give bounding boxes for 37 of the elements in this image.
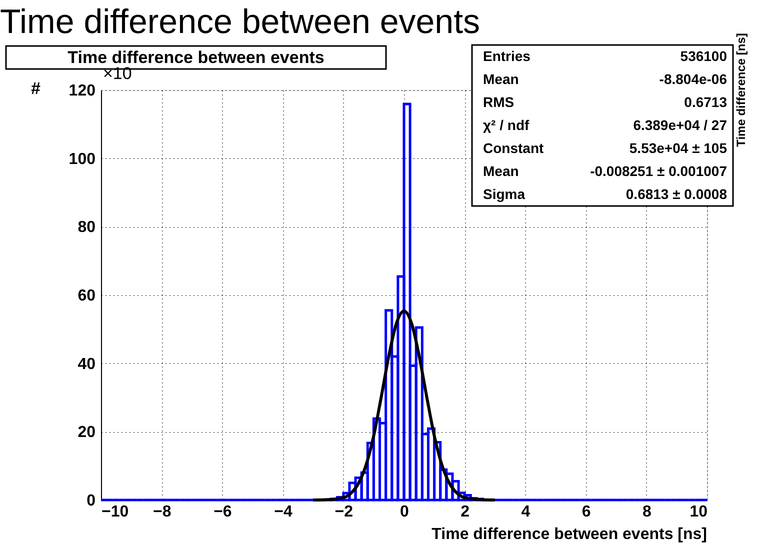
annotation: Sigma: [483, 186, 526, 202]
y-tick-label: 20: [78, 424, 96, 442]
x-tick-label: −8: [152, 504, 172, 520]
chart-subtitle: Time difference between events: [68, 48, 324, 67]
x-axis-title: Time difference between events [ns]: [432, 526, 707, 543]
y-tick-label: 0: [86, 492, 96, 510]
y-axis-title: #: [31, 79, 41, 98]
x-tick-label: 8: [642, 504, 652, 520]
annotation: -0.008251 ± 0.001007: [590, 163, 728, 179]
annotation: 0.6813 ± 0.0008: [626, 186, 728, 202]
annotation: 6.389e+04 / 27: [633, 117, 728, 133]
x-tick-label: −6: [214, 504, 232, 520]
annotation: Constant: [483, 140, 544, 156]
x-tick-label: 2: [460, 504, 470, 520]
text: -8.804e-06: [659, 71, 728, 87]
annotation: RMS: [483, 94, 514, 110]
x-tick-label: −4: [274, 504, 293, 520]
y-tick-label: 120: [68, 82, 96, 100]
y-tick-label: 80: [78, 219, 96, 236]
annotation: 0.6713: [684, 94, 728, 110]
x-tick-label: 0: [400, 504, 410, 520]
x-tick-label: −2: [334, 504, 354, 520]
text: Entries: [483, 48, 531, 64]
text: 536100: [680, 48, 728, 64]
annotation: χ² / ndf: [483, 117, 530, 133]
y-tick-label: 100: [68, 150, 96, 168]
x-tick-label: 4: [521, 504, 530, 520]
y2-axis-title: Time difference [ns]: [734, 33, 748, 147]
annotation: Mean: [483, 163, 519, 179]
x-tick-label: −10: [102, 504, 129, 520]
chart-title: Time difference between events: [0, 3, 480, 41]
x-tick-label: 6: [582, 504, 591, 520]
x-tick-label: 10: [690, 504, 708, 520]
y-tick-label: 60: [78, 288, 96, 304]
annotation: 5.53e+04 ± 105: [629, 140, 728, 156]
text: Mean: [483, 71, 519, 87]
y-tick-label: 40: [78, 356, 96, 373]
